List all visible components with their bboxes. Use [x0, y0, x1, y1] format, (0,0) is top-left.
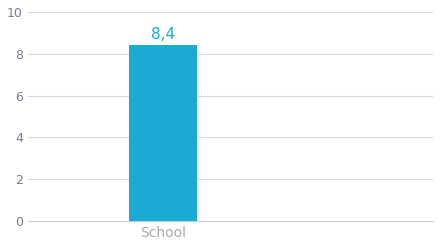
Text: 8,4: 8,4: [151, 27, 175, 42]
Bar: [129, 45, 197, 221]
